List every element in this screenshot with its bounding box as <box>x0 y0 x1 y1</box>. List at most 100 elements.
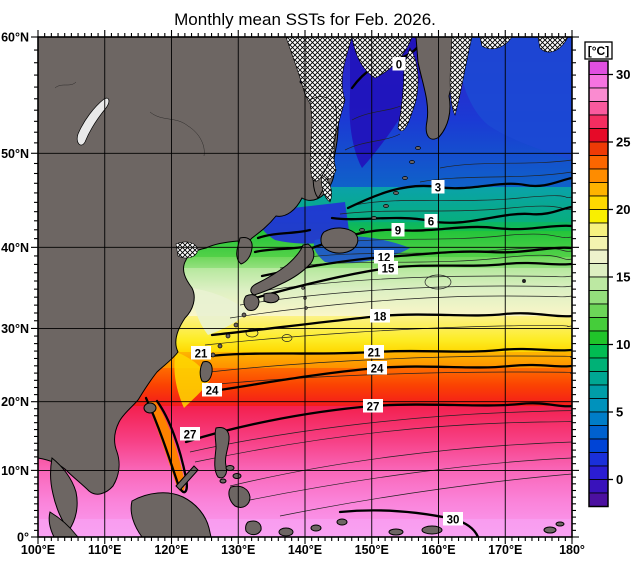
contour-label-box <box>364 345 384 359</box>
colorbar-segment <box>588 357 609 372</box>
kuril-islands <box>359 146 421 232</box>
lat-axis-label: 30°N <box>1 322 29 336</box>
contour-12c <box>260 246 572 278</box>
colorbar-tick-label: 30 <box>616 67 630 82</box>
land-island <box>388 528 404 536</box>
contour-21c <box>194 347 572 360</box>
lon-axis-label: 140°E <box>288 543 322 557</box>
colorbar-segment <box>588 195 609 210</box>
lon-axis-label: 160°E <box>421 543 455 557</box>
axis-ticks <box>31 30 579 544</box>
contour-label-box <box>363 399 383 413</box>
colorbar-segment <box>588 492 609 507</box>
colorbar-segment <box>588 303 609 318</box>
land-island <box>555 521 565 527</box>
contour-label: 9 <box>395 225 401 237</box>
lon-axis-label: 110°E <box>88 543 122 557</box>
contour-label-box <box>367 361 387 375</box>
axis-labels: 100°E 110°E 120°E 130°E 140°E 150°E 160°E 170°E… <box>1 31 585 558</box>
colorbar-tick-label: 25 <box>616 135 630 150</box>
contour-label: 30 <box>447 514 460 526</box>
lat-axis-label: 50°N <box>1 147 29 161</box>
contour-label: 24 <box>371 363 384 375</box>
lon-axis-label: 120°E <box>154 543 188 557</box>
contour-15c <box>246 261 572 302</box>
lat-axis-label: 10°N <box>1 464 29 478</box>
colorbar-segment <box>588 479 609 494</box>
contour-18c <box>210 312 572 337</box>
bering-sea-water <box>455 37 572 160</box>
contour-27c <box>184 402 572 444</box>
lat-axis-label: 0° <box>17 531 29 545</box>
land-taiwan <box>199 361 213 383</box>
colorbar-segment <box>588 263 609 278</box>
land-island <box>336 518 348 526</box>
colorbar-segment <box>588 384 609 399</box>
contour-label: 0 <box>396 59 402 71</box>
colorbar-segment <box>588 438 609 453</box>
lon-axis-label: 150°E <box>355 543 389 557</box>
colorbar-segment <box>588 114 609 129</box>
contour-label-box <box>370 309 390 323</box>
lake-baikal <box>76 97 110 146</box>
land-luzon <box>214 427 230 479</box>
colorbar-segment <box>588 398 609 413</box>
colorbar-tick-label: 20 <box>616 202 630 217</box>
contour-label-box <box>378 261 398 275</box>
lon-axis-label: 100°E <box>21 543 55 557</box>
lat-axis-label: 20°N <box>1 395 29 409</box>
river-lines <box>54 81 205 157</box>
contour-label: 15 <box>382 263 395 275</box>
colorbar-segment <box>588 249 609 264</box>
land-visayas <box>232 473 242 479</box>
contour-label: 3 <box>435 182 441 194</box>
colorbar-segment <box>588 425 609 440</box>
land-visayas <box>219 478 227 484</box>
colorbar-segment <box>588 222 609 237</box>
land-sulawesi <box>245 520 262 536</box>
lat-axis-label: 40°N <box>1 241 29 255</box>
colorbar-segment <box>588 74 609 89</box>
colorbar-segment <box>588 209 609 224</box>
ryukyu-islands <box>210 312 247 358</box>
contour-3c <box>346 176 572 210</box>
land-shikoku <box>263 292 280 304</box>
colorbar: 30 25 20 15 10 5 0 [°C] <box>584 41 630 508</box>
land-mindanao <box>228 485 251 508</box>
colorbar-segment <box>588 182 609 197</box>
sea-ice-layer <box>175 37 569 259</box>
land-visayas <box>225 465 235 471</box>
coastal-cool-band <box>174 352 210 408</box>
colorbar-segment <box>588 411 609 426</box>
contour-label-box <box>191 346 211 360</box>
colorbar-tick-label: 0 <box>616 472 623 487</box>
colorbar-segment <box>588 155 609 170</box>
colorbar-segment <box>588 330 609 345</box>
land-island <box>421 525 443 535</box>
contour-27c-scs-loop <box>144 396 188 494</box>
colorbar-frame <box>588 60 609 508</box>
east-china-sea-shelf-water <box>192 288 248 335</box>
contour-label-box <box>202 383 222 397</box>
land-korea <box>236 237 253 265</box>
colorbar-segment <box>588 168 609 183</box>
colorbar-tick-label: 5 <box>616 405 623 420</box>
contour-label: 18 <box>374 311 387 323</box>
land-hainan <box>143 402 157 414</box>
colorbar-unit-label: [°C] <box>588 44 609 58</box>
land-island <box>543 526 557 534</box>
lat-axis-label: 60°N <box>1 31 29 45</box>
colorbar-segment <box>588 60 609 75</box>
colorbar-segment <box>588 371 609 386</box>
land-hokkaido <box>320 227 359 254</box>
lon-axis-label: 170°E <box>488 543 522 557</box>
contour-label: 27 <box>184 429 197 441</box>
contour-label: 24 <box>206 385 219 397</box>
colorbar-segment <box>588 452 609 467</box>
contour-label-box <box>443 512 463 526</box>
colorbar-unit-box <box>584 41 613 60</box>
colorbar-tick-label: 10 <box>616 337 630 352</box>
